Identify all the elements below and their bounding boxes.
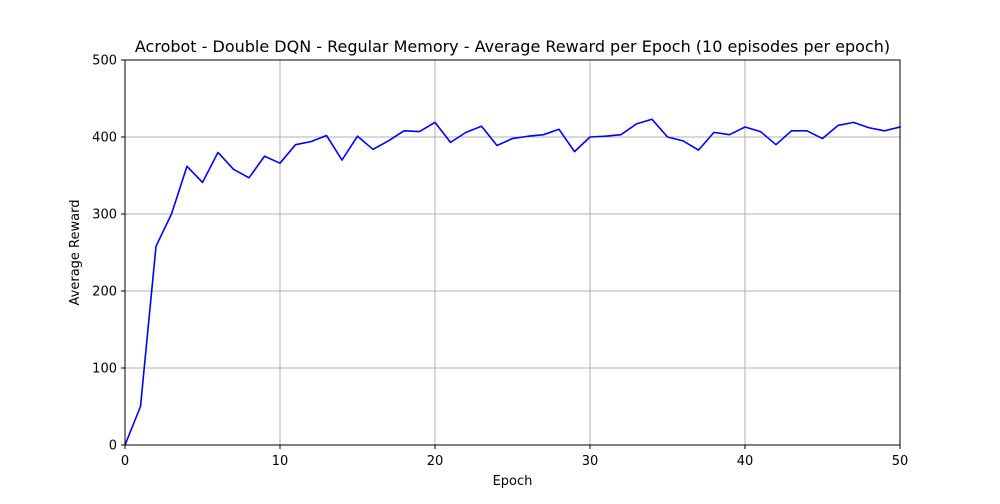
y-axis-label: Average Reward [68, 200, 83, 306]
x-tick-label: 50 [892, 454, 909, 469]
y-tick-label: 0 [109, 439, 117, 454]
x-tick-label: 40 [737, 454, 754, 469]
y-tick-label: 100 [92, 362, 117, 377]
x-tick-label: 20 [427, 454, 444, 469]
x-tick-label: 10 [272, 454, 289, 469]
chart-title: Acrobot - Double DQN - Regular Memory - … [135, 37, 890, 56]
y-tick-label: 300 [92, 208, 117, 223]
y-tick-label: 400 [92, 131, 117, 146]
x-tick-label: 30 [582, 454, 599, 469]
x-tick-label: 0 [121, 454, 129, 469]
y-tick-label: 500 [92, 54, 117, 69]
y-tick-label: 200 [92, 285, 117, 300]
x-axis-label: Epoch [493, 474, 533, 489]
